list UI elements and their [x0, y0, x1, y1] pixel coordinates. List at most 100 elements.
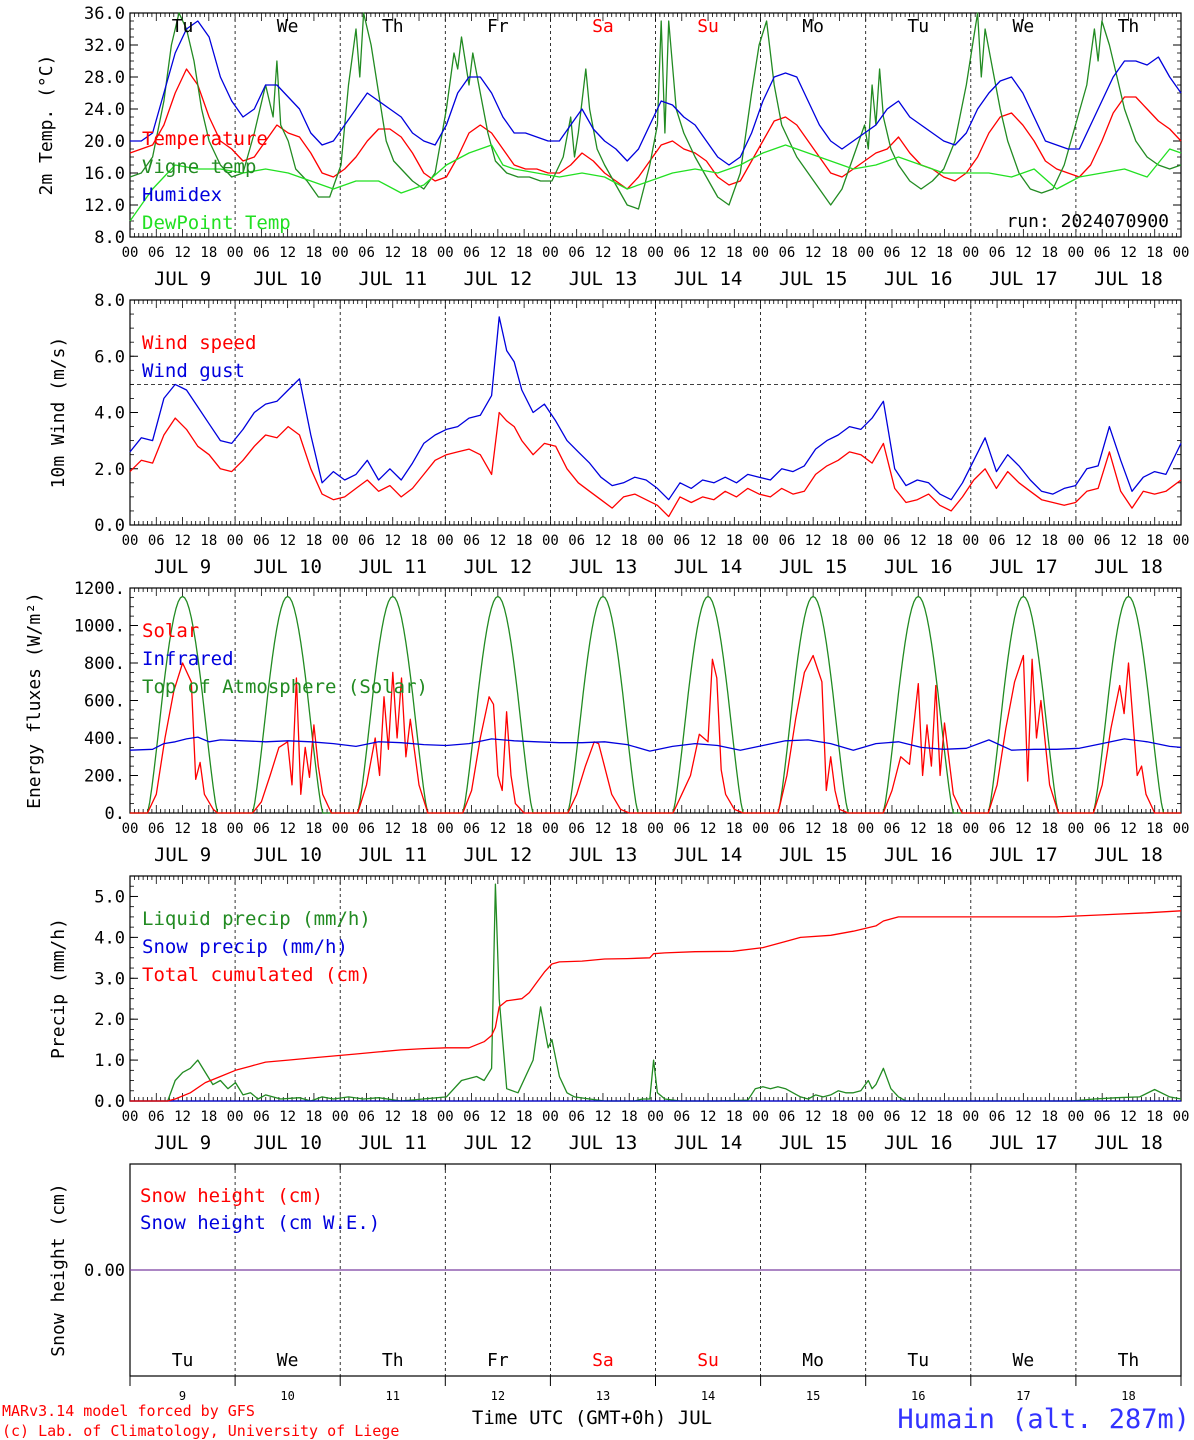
- hour-tick-label: 00: [122, 245, 139, 261]
- weekday-label: Th: [1118, 1350, 1140, 1371]
- hour-tick-label: 00: [542, 1109, 559, 1125]
- hour-tick-label: 18: [726, 533, 743, 549]
- day-label: JUL 15: [779, 268, 848, 290]
- series-wind-speed: [129, 411, 1182, 518]
- hour-tick-label: 00: [857, 1109, 874, 1125]
- hour-tick-label: 18: [726, 245, 743, 261]
- hour-tick-label: 00: [857, 533, 874, 549]
- hour-tick-label: 06: [463, 821, 480, 837]
- plot-frame: [129, 587, 1182, 814]
- hour-tick-label: 12: [595, 245, 612, 261]
- day-label: JUL 12: [464, 268, 533, 290]
- hour-tick-label: 18: [305, 533, 322, 549]
- day-label: JUL 17: [989, 556, 1058, 578]
- hour-tick-label: 18: [305, 245, 322, 261]
- hour-tick-label: 18: [936, 1109, 953, 1125]
- weekday-label: Su: [697, 16, 719, 37]
- day-number: 10: [280, 1389, 294, 1403]
- y-tick-label: 36.0: [84, 4, 125, 24]
- y-tick-label: 3.0: [94, 969, 125, 989]
- hour-tick-label: 18: [411, 533, 428, 549]
- hour-tick-label: 12: [910, 1109, 927, 1125]
- legend-entry: Snow precip (mm/h): [142, 936, 348, 958]
- weekday-label: Mo: [802, 1350, 824, 1371]
- weekday-label: We: [1013, 16, 1035, 37]
- hour-tick-label: 00: [752, 1109, 769, 1125]
- hour-tick-label: 00: [227, 245, 244, 261]
- y-tick-label: 20.0: [84, 132, 125, 152]
- hour-tick-label: 00: [1067, 821, 1084, 837]
- y-tick-label: 600.: [84, 692, 125, 712]
- day-number: 16: [911, 1389, 925, 1403]
- hour-tick-label: 06: [253, 533, 270, 549]
- panel-2: 0.0 2.0 4.0 6.0 8.0 10m Wind (m/s) Wind speed W…: [48, 291, 1189, 578]
- hour-tick-label: 00: [1067, 245, 1084, 261]
- hour-tick-label: 00: [122, 1109, 139, 1125]
- hour-tick-label: 00: [647, 821, 664, 837]
- hour-tick-label: 12: [700, 821, 717, 837]
- hour-tick-label: 12: [489, 821, 506, 837]
- hour-tick-label: 12: [700, 533, 717, 549]
- hour-tick-label: 12: [700, 1109, 717, 1125]
- weekday-label: We: [1013, 1350, 1035, 1371]
- hour-tick-label: 18: [411, 821, 428, 837]
- day-label: JUL 11: [358, 556, 427, 578]
- hour-tick-label: 18: [621, 1109, 638, 1125]
- hour-tick-label: 18: [516, 1109, 533, 1125]
- y-tick-label: 1200.: [74, 579, 125, 599]
- y-axis-label: 2m Temp. (°C): [36, 55, 57, 196]
- panel-5: 0.00 Snow height (cm) Snow height (cm) Snow…: [48, 1163, 1182, 1403]
- hour-tick-label: 18: [726, 821, 743, 837]
- hour-tick-label: 12: [489, 245, 506, 261]
- day-label: JUL 10: [253, 1132, 322, 1154]
- hour-tick-label: 12: [700, 245, 717, 261]
- y-tick-label: 8.0: [94, 291, 125, 311]
- hour-tick-label: 12: [1015, 1109, 1032, 1125]
- weekday-label: We: [277, 1350, 299, 1371]
- y-tick-label: 0.00: [84, 1261, 125, 1281]
- hour-tick-label: 18: [1041, 1109, 1058, 1125]
- legend-entry: Infrared: [142, 648, 234, 670]
- day-label: JUL 17: [989, 268, 1058, 290]
- hour-tick-label: 12: [1015, 533, 1032, 549]
- weekday-label: Fr: [487, 16, 509, 37]
- day-number: 17: [1016, 1389, 1030, 1403]
- day-label: JUL 18: [1094, 556, 1163, 578]
- day-label: JUL 18: [1094, 844, 1163, 866]
- hour-tick-label: 18: [1146, 1109, 1163, 1125]
- hour-tick-label: 00: [752, 245, 769, 261]
- series-infrared: [129, 736, 1182, 752]
- legend-entry: Temperature: [142, 128, 268, 150]
- hour-tick-label: 00: [1173, 245, 1190, 261]
- hour-tick-label: 12: [910, 245, 927, 261]
- hour-tick-label: 18: [936, 245, 953, 261]
- day-label: JUL 13: [569, 556, 638, 578]
- hour-tick-label: 06: [463, 533, 480, 549]
- weekday-label: Sa: [592, 1350, 614, 1371]
- hour-tick-label: 00: [962, 821, 979, 837]
- hour-tick-label: 06: [1094, 1109, 1111, 1125]
- hour-tick-label: 12: [489, 1109, 506, 1125]
- legend-entry: Total cumulated (cm): [142, 964, 371, 986]
- series-wind-gust: [129, 316, 1182, 501]
- series-humidex: [130, 20, 1182, 166]
- hour-tick-label: 06: [148, 1109, 165, 1125]
- hour-tick-label: 00: [857, 821, 874, 837]
- hour-tick-label: 18: [621, 533, 638, 549]
- hour-tick-label: 18: [305, 821, 322, 837]
- hour-tick-label: 12: [384, 1109, 401, 1125]
- y-axis-label: Precip (mm/h): [48, 918, 69, 1059]
- day-label: JUL 16: [884, 556, 953, 578]
- y-axis-label: Snow height (cm): [48, 1183, 69, 1356]
- hour-tick-label: 18: [200, 245, 217, 261]
- y-tick-label: 12.0: [84, 196, 125, 216]
- hour-tick-label: 12: [805, 821, 822, 837]
- hour-tick-label: 06: [358, 245, 375, 261]
- series-total-cumulated-cm-: [130, 910, 1182, 1102]
- hour-tick-label: 06: [778, 821, 795, 837]
- hour-tick-label: 06: [778, 533, 795, 549]
- hour-tick-label: 12: [1120, 821, 1137, 837]
- hour-tick-label: 00: [542, 821, 559, 837]
- hour-tick-label: 06: [989, 821, 1006, 837]
